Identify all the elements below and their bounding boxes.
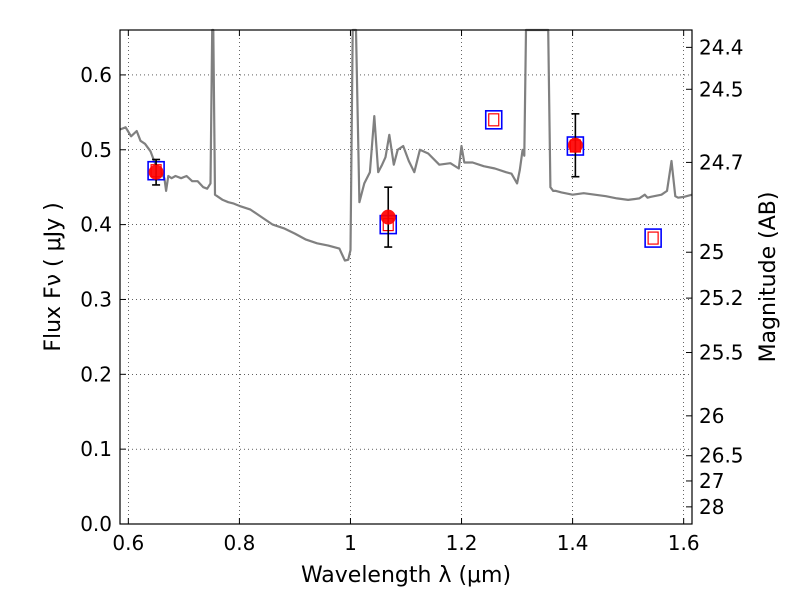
observed-point bbox=[380, 186, 396, 248]
right-tick-label: 27 bbox=[699, 469, 724, 493]
observed-marker bbox=[380, 209, 396, 225]
right-tick-label: 24.7 bbox=[699, 150, 744, 174]
model-square-outer bbox=[484, 110, 503, 130]
observed-marker bbox=[567, 137, 583, 153]
spectrum-layer bbox=[119, 28, 693, 262]
y-tick-label: 0.0 bbox=[80, 512, 112, 536]
model-squares bbox=[147, 110, 662, 248]
right-tick-label: 24.4 bbox=[699, 35, 744, 59]
y-tick-label: 0.3 bbox=[80, 287, 112, 311]
observed-point bbox=[567, 113, 583, 178]
y-tick-label: 0.1 bbox=[80, 437, 112, 461]
right-tick-label: 26.5 bbox=[699, 444, 744, 468]
model-square-outer bbox=[644, 228, 662, 248]
x-tick-label: 1.2 bbox=[446, 531, 478, 555]
right-tick-label: 25 bbox=[699, 240, 724, 264]
observed-points bbox=[148, 113, 583, 248]
model-square-inner bbox=[647, 231, 659, 245]
x-tick-label: 0.6 bbox=[112, 531, 144, 555]
y-axis-left: 0.0 0.1 0.2 0.3 0.4 0.5 0.6 bbox=[80, 63, 126, 536]
observed-point bbox=[148, 158, 164, 186]
x-axis: 0.6 0.8 1 1.2 1.4 1.6 bbox=[112, 30, 700, 555]
right-tick-label: 24.5 bbox=[699, 77, 744, 101]
y-tick-label: 0.2 bbox=[80, 362, 112, 386]
model-square-inner bbox=[488, 113, 500, 127]
right-tick-label: 25.2 bbox=[699, 286, 744, 310]
right-tick-label: 25.5 bbox=[699, 341, 744, 365]
right-tick-label: 28 bbox=[699, 495, 724, 519]
x-tick-label: 1.6 bbox=[668, 531, 700, 555]
plot-frame bbox=[119, 29, 693, 525]
spectrum-line bbox=[119, 28, 693, 262]
x-axis-label: Wavelength λ (μm) bbox=[301, 563, 511, 588]
y-tick-label: 0.6 bbox=[80, 63, 112, 87]
y-axis-right-label: Magnitude (AB) bbox=[756, 192, 781, 363]
grid bbox=[120, 30, 692, 525]
observed-marker bbox=[148, 164, 164, 180]
right-tick-label: 26 bbox=[699, 404, 724, 428]
x-tick-label: 1 bbox=[344, 531, 357, 555]
model-square bbox=[644, 228, 662, 248]
y-axis-label: Flux Fν ( μJy ) bbox=[41, 202, 66, 351]
model-square bbox=[484, 110, 503, 130]
x-tick-label: 0.8 bbox=[223, 531, 255, 555]
x-tick-label: 1.4 bbox=[557, 531, 589, 555]
y-tick-label: 0.4 bbox=[80, 213, 112, 237]
y-tick-label: 0.5 bbox=[80, 138, 112, 162]
